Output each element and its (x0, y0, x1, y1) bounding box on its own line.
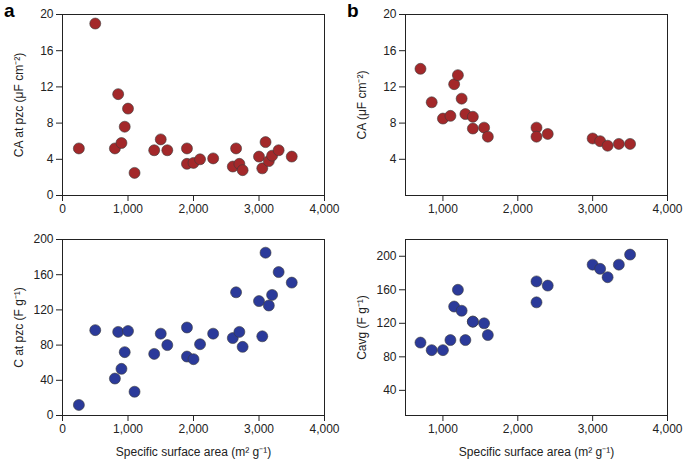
svg-text:2,000: 2,000 (178, 422, 208, 436)
svg-text:4,000: 4,000 (309, 422, 339, 436)
svg-text:C at pzc (F g⁻¹): C at pzc (F g⁻¹) (12, 287, 26, 368)
svg-text:3,000: 3,000 (244, 202, 274, 216)
svg-text:1,000: 1,000 (113, 202, 143, 216)
svg-text:120: 120 (33, 303, 53, 317)
svg-text:120: 120 (376, 316, 396, 330)
svg-text:4: 4 (390, 152, 397, 166)
svg-text:4: 4 (47, 152, 54, 166)
svg-text:160: 160 (376, 283, 396, 297)
svg-text:4,000: 4,000 (652, 202, 682, 216)
svg-text:40: 40 (40, 373, 54, 387)
svg-text:12: 12 (383, 80, 397, 94)
svg-text:3,000: 3,000 (244, 422, 274, 436)
svg-text:CA (μF cm⁻²): CA (μF cm⁻²) (355, 71, 369, 140)
svg-text:1,000: 1,000 (113, 422, 143, 436)
svg-text:8: 8 (390, 116, 397, 130)
svg-text:20: 20 (40, 7, 54, 21)
svg-text:2,000: 2,000 (178, 202, 208, 216)
html-text:a: a (4, 0, 15, 21)
svg-text:1,000: 1,000 (428, 422, 458, 436)
svg-text:12: 12 (40, 80, 54, 94)
svg-text:4,000: 4,000 (309, 202, 339, 216)
svg-text:3,000: 3,000 (578, 422, 608, 436)
svg-text:Cavg (F g⁻¹): Cavg (F g⁻¹) (355, 295, 369, 360)
svg-text:40: 40 (383, 383, 397, 397)
svg-text:0: 0 (47, 188, 54, 202)
svg-text:3,000: 3,000 (578, 202, 608, 216)
svg-text:16: 16 (383, 44, 397, 58)
svg-text:0: 0 (59, 202, 66, 216)
svg-text:200: 200 (33, 232, 53, 246)
svg-text:Specific surface area (m² g⁻¹): Specific surface area (m² g⁻¹) (116, 445, 271, 459)
svg-text:8: 8 (47, 116, 54, 130)
svg-text:0: 0 (47, 408, 54, 422)
svg-text:1,000: 1,000 (428, 202, 458, 216)
svg-text:16: 16 (40, 44, 54, 58)
svg-text:80: 80 (40, 338, 54, 352)
svg-text:80: 80 (383, 350, 397, 364)
svg-text:2,000: 2,000 (503, 422, 533, 436)
svg-text:0: 0 (59, 422, 66, 436)
svg-text:20: 20 (383, 7, 397, 21)
svg-text:CA at pzc (μF cm⁻²): CA at pzc (μF cm⁻²) (12, 53, 26, 157)
svg-text:200: 200 (376, 249, 396, 263)
html-text:b: b (347, 0, 359, 21)
svg-text:Specific surface area (m² g⁻¹): Specific surface area (m² g⁻¹) (459, 445, 614, 459)
svg-text:2,000: 2,000 (503, 202, 533, 216)
svg-text:160: 160 (33, 268, 53, 282)
svg-text:4,000: 4,000 (652, 422, 682, 436)
